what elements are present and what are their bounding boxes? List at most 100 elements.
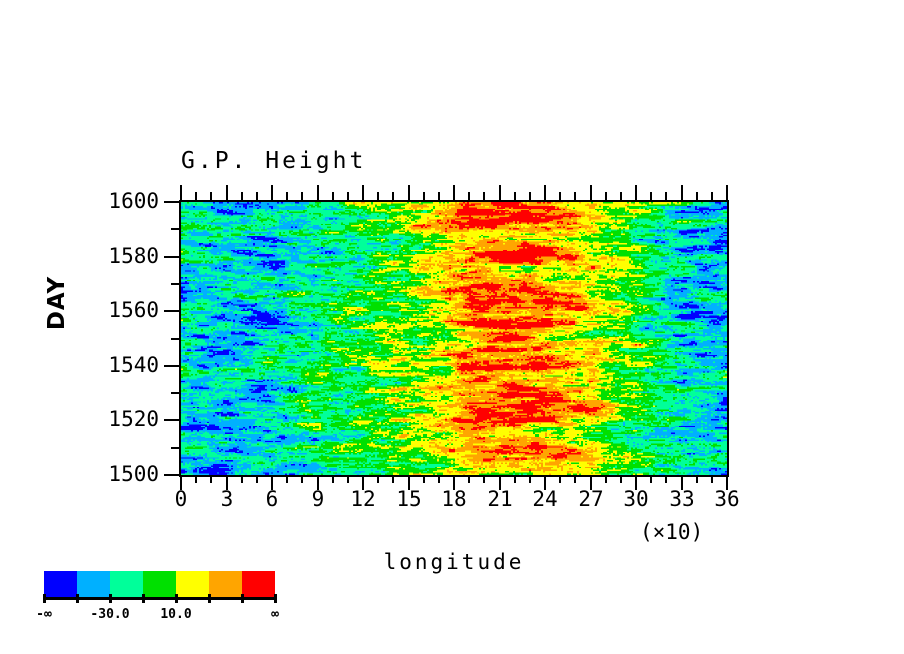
- x-axis-tick-bottom: [726, 475, 728, 490]
- x-axis-tick-bottom: [241, 475, 243, 483]
- x-axis-tick-label: 3: [220, 487, 234, 511]
- colorbar-tick: [274, 594, 277, 603]
- x-axis-tick-top: [286, 192, 288, 200]
- y-axis-tick-label: 1520: [108, 407, 159, 431]
- x-axis-tick-top: [256, 192, 258, 200]
- x-axis-tick-bottom: [210, 475, 212, 483]
- y-axis-tick-left: [164, 474, 179, 476]
- x-axis-tick-bottom: [453, 475, 455, 490]
- page-title: G.P. Height: [181, 148, 367, 174]
- colorbar-band: [44, 571, 77, 597]
- x-axis-tick-bottom: [180, 475, 182, 490]
- x-axis-tick-top: [650, 192, 652, 200]
- colorbar-tick-label: -30.0: [90, 607, 130, 622]
- colorbar-axis-line: [44, 597, 275, 600]
- x-axis-tick-top: [483, 192, 485, 200]
- x-axis-tick-label: 24: [532, 487, 558, 511]
- x-axis-tick-bottom: [271, 475, 273, 490]
- y-axis-tick-left: [171, 447, 179, 449]
- colorbar-tick: [43, 594, 46, 603]
- colorbar-band: [143, 571, 176, 597]
- x-axis-tick-top: [195, 192, 197, 200]
- x-axis-tick-bottom: [256, 475, 258, 483]
- x-axis-tick-top: [180, 185, 182, 200]
- colorbar-tick-label: ∞: [271, 607, 279, 622]
- x-axis-tick-top: [377, 192, 379, 200]
- x-axis-tick-bottom: [362, 475, 364, 490]
- x-axis-tick-label: 15: [396, 487, 422, 511]
- x-axis-tick-bottom: [408, 475, 410, 490]
- x-axis-tick-bottom: [650, 475, 652, 483]
- x-axis-tick-bottom: [317, 475, 319, 490]
- colorbar-band: [77, 571, 110, 597]
- colorbar: [44, 571, 275, 597]
- x-axis-tick-top: [332, 192, 334, 200]
- x-axis-tick-bottom: [635, 475, 637, 490]
- x-axis-tick-bottom: [468, 475, 470, 483]
- x-axis-tick-top: [453, 185, 455, 200]
- x-axis-tick-top: [559, 192, 561, 200]
- x-axis-tick-top: [317, 185, 319, 200]
- x-axis-tick-top: [271, 185, 273, 200]
- y-axis-tick-left: [171, 228, 179, 230]
- y-axis-tick-label: 1540: [108, 353, 159, 377]
- x-axis-tick-label: 0: [174, 487, 188, 511]
- x-axis-tick-top: [362, 185, 364, 200]
- x-axis-tick-bottom: [711, 475, 713, 483]
- colorbar-band: [110, 571, 143, 597]
- x-axis-tick-top: [499, 185, 501, 200]
- x-axis-tick-bottom: [347, 475, 349, 483]
- x-axis-multiplier: (×10): [640, 520, 704, 544]
- x-axis-tick-top: [529, 192, 531, 200]
- y-axis-tick-label: 1560: [108, 298, 159, 322]
- x-axis-tick-bottom: [559, 475, 561, 483]
- colorbar-tick: [241, 594, 244, 603]
- y-axis-tick-label: 1600: [108, 189, 159, 213]
- y-axis-tick-label: 1580: [108, 244, 159, 268]
- heatmap-plot-area: [179, 200, 729, 477]
- colorbar-band: [242, 571, 275, 597]
- x-axis-tick-bottom: [483, 475, 485, 483]
- colorbar-tick: [142, 594, 145, 603]
- x-axis-tick-top: [347, 192, 349, 200]
- colorbar-tick: [76, 594, 79, 603]
- x-axis-tick-bottom: [620, 475, 622, 483]
- y-axis-tick-left: [164, 201, 179, 203]
- x-axis-tick-top: [665, 192, 667, 200]
- y-axis-tick-label: 1500: [108, 462, 159, 486]
- x-axis-tick-top: [301, 192, 303, 200]
- x-axis-tick-top: [226, 185, 228, 200]
- x-axis-tick-label: 30: [623, 487, 649, 511]
- y-axis-title: DAY: [44, 275, 71, 331]
- x-axis-tick-bottom: [574, 475, 576, 483]
- x-axis-tick-bottom: [665, 475, 667, 483]
- x-axis-tick-label: 21: [487, 487, 513, 511]
- y-axis-tick-left: [164, 419, 179, 421]
- x-axis-tick-top: [210, 192, 212, 200]
- x-axis-tick-top: [408, 185, 410, 200]
- colorbar-tick-label: -∞: [36, 607, 52, 622]
- colorbar-tick: [208, 594, 211, 603]
- x-axis-tick-bottom: [590, 475, 592, 490]
- x-axis-tick-bottom: [332, 475, 334, 483]
- x-axis-tick-label: 12: [350, 487, 376, 511]
- x-axis-tick-top: [681, 185, 683, 200]
- colorbar-band: [209, 571, 242, 597]
- x-axis-tick-label: 33: [669, 487, 695, 511]
- x-axis-tick-label: 27: [578, 487, 604, 511]
- x-axis-tick-top: [392, 192, 394, 200]
- x-axis-tick-bottom: [423, 475, 425, 483]
- x-axis-tick-top: [241, 192, 243, 200]
- x-axis-tick-top: [590, 185, 592, 200]
- x-axis-tick-top: [468, 192, 470, 200]
- x-axis-tick-top: [544, 185, 546, 200]
- x-axis-tick-bottom: [514, 475, 516, 483]
- x-axis-tick-top: [438, 192, 440, 200]
- x-axis-tick-label: 36: [714, 487, 740, 511]
- colorbar-band: [176, 571, 209, 597]
- x-axis-tick-top: [726, 185, 728, 200]
- y-axis-tick-left: [171, 338, 179, 340]
- y-axis-tick-left: [171, 392, 179, 394]
- x-axis-tick-top: [514, 192, 516, 200]
- x-axis-tick-label: 9: [311, 487, 325, 511]
